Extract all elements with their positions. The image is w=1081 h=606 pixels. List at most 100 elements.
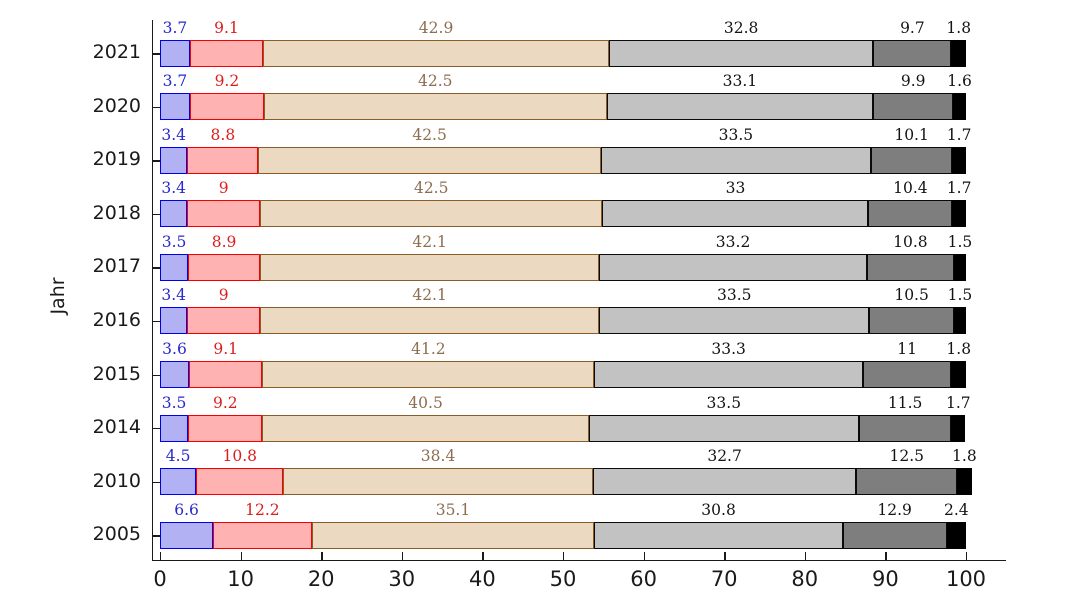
y-tick: [152, 160, 160, 162]
y-tick: [152, 267, 160, 269]
bar-value-label: 2.4: [943, 500, 969, 519]
bar-value-label: 8.9: [211, 232, 237, 251]
bar-value-label: 3.5: [161, 393, 187, 412]
bar-value-label: 10.5: [894, 286, 929, 305]
bar-segment: [188, 253, 260, 281]
bar-segment: [873, 93, 954, 121]
bar-value-label: 6.6: [174, 500, 199, 519]
bar-value-label: 42.9: [418, 18, 454, 37]
bar-value-label: 4.5: [165, 447, 191, 466]
bar-segment: [188, 414, 263, 442]
bar-segment: [311, 521, 595, 549]
bar-value-label: 12.5: [889, 447, 925, 466]
bar-value-label: 33.1: [722, 72, 758, 91]
bar-value-label: 3.4: [161, 125, 187, 144]
bar-segment: [187, 200, 260, 228]
year-label: 2021: [92, 41, 141, 64]
bar-segment: [160, 414, 189, 442]
bar-value-label: 3.6: [162, 340, 187, 358]
bar-segment: [862, 361, 952, 388]
x-tick-label: 90: [872, 567, 899, 591]
bar-value-label: 3.7: [162, 72, 188, 91]
bar-segment: [856, 468, 958, 496]
y-tick: [152, 428, 160, 430]
bar-value-label: 32.8: [723, 18, 759, 37]
bar-value-label: 3.4: [161, 286, 187, 305]
bar-segment: [953, 307, 966, 335]
x-tick: [321, 552, 323, 560]
bar-segment: [160, 468, 197, 496]
bar-segment: [951, 361, 966, 388]
bar-segment: [952, 200, 966, 228]
x-tick-label: 60: [630, 567, 657, 591]
bar-value-label: 41.2: [411, 340, 446, 358]
bar-segment: [869, 307, 954, 335]
year-label: 2014: [92, 416, 141, 439]
bar-value-label: 12.2: [245, 500, 280, 519]
bar-value-label: 9.1: [214, 18, 239, 37]
bar-segment: [873, 39, 952, 67]
bar-segment: [951, 414, 966, 442]
x-tick-label: 100: [945, 567, 987, 591]
bar-segment: [160, 200, 188, 228]
bar-value-label: 1.7: [946, 179, 972, 198]
bar-value-label: 33.5: [717, 286, 752, 305]
y-tick: [152, 374, 160, 376]
x-tick: [643, 552, 645, 560]
bar-segment: [263, 39, 609, 67]
x-tick: [160, 552, 162, 560]
bar-value-label: 33.3: [711, 340, 746, 358]
bar-segment: [262, 361, 595, 388]
bar-segment: [189, 93, 264, 121]
year-label: 2018: [92, 201, 141, 224]
year-label: 2019: [92, 148, 141, 171]
x-tick: [401, 552, 404, 560]
bar-segment: [868, 200, 953, 228]
bar-value-label: 11.5: [887, 393, 923, 412]
bar-segment: [600, 146, 871, 174]
x-tick: [804, 552, 807, 560]
bar-segment: [160, 39, 190, 67]
bar-value-label: 33.5: [706, 393, 742, 412]
x-tick: [240, 552, 242, 560]
year-label: 2015: [92, 362, 141, 385]
bar-value-label: 42.1: [412, 232, 447, 251]
x-tick-label: 40: [469, 567, 496, 591]
bar-value-label: 11: [897, 340, 918, 358]
bar-segment: [189, 39, 264, 67]
bar-value-label: 1.7: [946, 125, 972, 144]
bar-segment: [599, 307, 870, 335]
bar-segment: [283, 468, 593, 496]
bar-segment: [594, 361, 863, 388]
bar-value-label: 8.8: [210, 125, 236, 144]
bar-segment: [160, 361, 190, 388]
x-tick-label: 0: [153, 567, 167, 591]
bar-segment: [160, 253, 189, 281]
bar-segment: [957, 468, 972, 496]
bar-value-label: 33: [725, 179, 746, 198]
y-tick: [152, 53, 160, 55]
bar-value-label: 30.8: [701, 500, 736, 519]
year-label: 2017: [92, 255, 141, 278]
bar-value-label: 9.9: [900, 72, 926, 91]
y-axis-line: [152, 20, 154, 560]
bar-segment: [599, 253, 867, 281]
bar-segment: [196, 468, 284, 496]
bar-segment: [160, 307, 188, 335]
bar-segment: [259, 253, 600, 281]
x-tick: [724, 552, 726, 560]
y-tick: [152, 320, 160, 323]
bar-value-label: 1.8: [952, 447, 977, 466]
bar-segment: [608, 39, 874, 67]
bar-segment: [606, 93, 874, 121]
y-tick: [152, 535, 160, 537]
bar-value-label: 9.7: [900, 18, 925, 37]
bar-value-label: 1.8: [946, 18, 972, 37]
bar-value-label: 42.5: [412, 125, 447, 144]
bar-segment: [187, 307, 260, 335]
bar-value-label: 42.5: [417, 72, 453, 91]
bar-segment: [259, 307, 600, 335]
bar-value-label: 3.7: [162, 18, 188, 37]
bar-value-label: 1.5: [947, 286, 973, 305]
x-tick: [966, 552, 968, 560]
